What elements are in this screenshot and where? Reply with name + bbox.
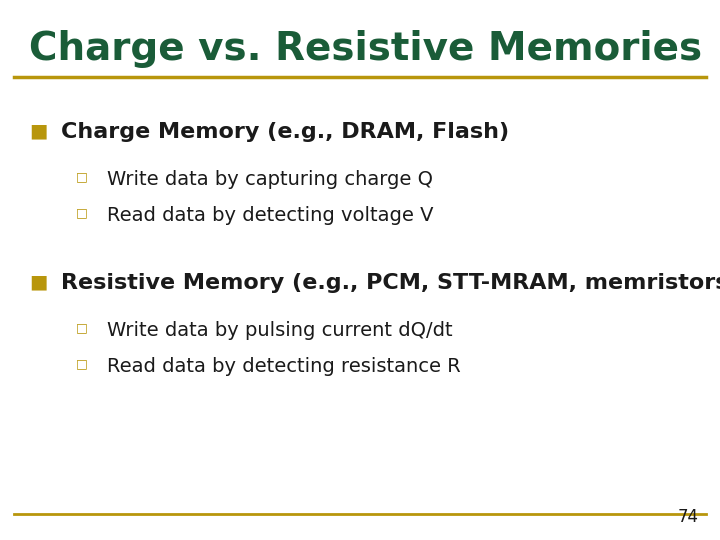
Text: Write data by capturing charge Q: Write data by capturing charge Q — [107, 170, 433, 189]
Text: Charge vs. Resistive Memories: Charge vs. Resistive Memories — [29, 30, 702, 68]
Text: □: □ — [76, 321, 87, 334]
Text: ■: ■ — [29, 273, 48, 292]
Text: □: □ — [76, 357, 87, 370]
Text: Read data by detecting resistance R: Read data by detecting resistance R — [107, 357, 460, 376]
Text: ■: ■ — [29, 122, 48, 140]
Text: Charge Memory (e.g., DRAM, Flash): Charge Memory (e.g., DRAM, Flash) — [61, 122, 509, 141]
Text: □: □ — [76, 170, 87, 183]
Text: 74: 74 — [678, 509, 698, 526]
Text: □: □ — [76, 206, 87, 219]
Text: Write data by pulsing current dQ/dt: Write data by pulsing current dQ/dt — [107, 321, 452, 340]
Text: Resistive Memory (e.g., PCM, STT-MRAM, memristors): Resistive Memory (e.g., PCM, STT-MRAM, m… — [61, 273, 720, 293]
Text: Read data by detecting voltage V: Read data by detecting voltage V — [107, 206, 433, 225]
